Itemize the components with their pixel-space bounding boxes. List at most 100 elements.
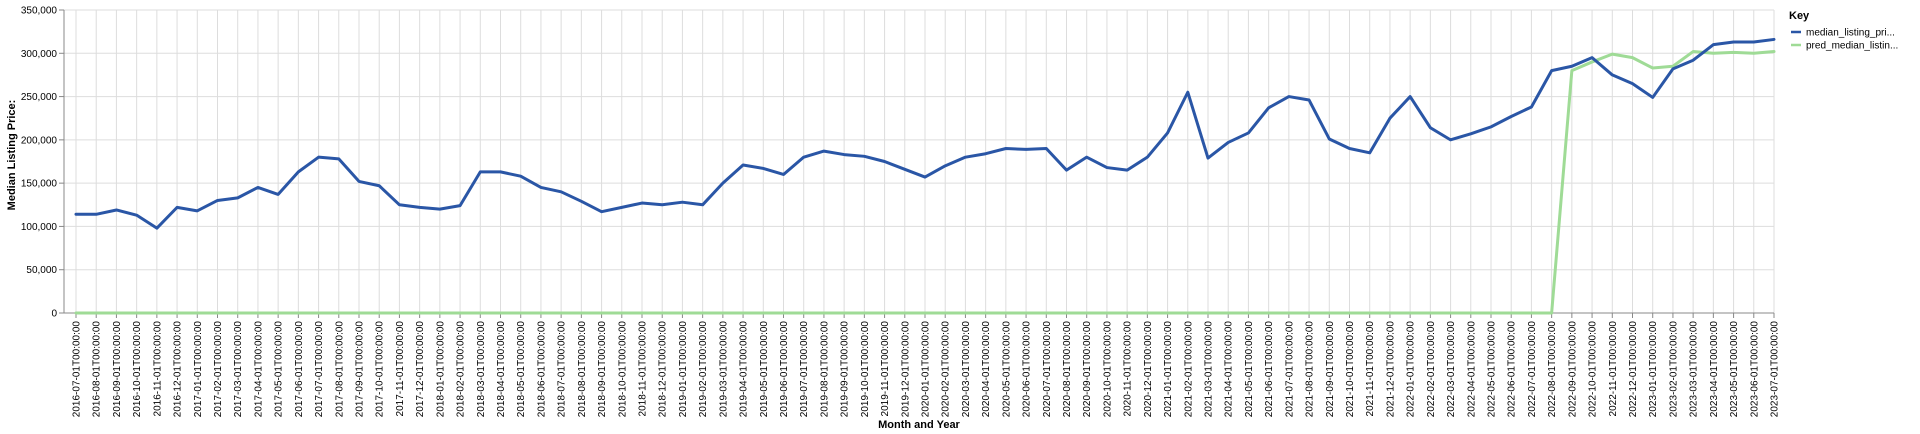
x-tick-label: 2023-01-01T00:00:00 — [1648, 321, 1659, 418]
x-tick-label: 2023-03-01T00:00:00 — [1689, 321, 1700, 418]
axes — [63, 10, 1774, 314]
data-point — [1429, 312, 1432, 314]
data-point — [398, 312, 401, 314]
x-tick-label: 2020-01-01T00:00:00 — [921, 321, 932, 418]
data-point — [1045, 147, 1048, 150]
x-tick-label: 2018-06-01T00:00:00 — [536, 321, 547, 418]
x-tick-label: 2018-03-01T00:00:00 — [476, 321, 487, 418]
x-tick-label: 2022-03-01T00:00:00 — [1446, 321, 1457, 418]
data-point — [459, 204, 461, 207]
data-point — [156, 227, 158, 229]
data-point — [964, 312, 967, 314]
data-point — [1288, 312, 1290, 314]
data-point — [620, 206, 623, 209]
data-point — [1449, 139, 1452, 141]
gridlines — [64, 9, 1775, 314]
x-tick-label: 2021-03-01T00:00:00 — [1204, 321, 1215, 418]
data-point — [1449, 312, 1452, 314]
data-point — [1146, 312, 1149, 314]
x-tick-label: 2019-05-01T00:00:00 — [759, 321, 770, 418]
data-point — [378, 312, 381, 314]
data-point — [358, 180, 360, 183]
x-tick-label: 2020-07-01T00:00:00 — [1042, 321, 1053, 418]
x-tick-label: 2018-04-01T00:00:00 — [496, 321, 507, 418]
data-point — [883, 312, 886, 314]
x-tick-label: 2023-05-01T00:00:00 — [1729, 321, 1740, 418]
data-point — [1550, 69, 1553, 72]
data-point — [378, 184, 381, 187]
data-point — [944, 312, 947, 314]
data-point — [1126, 169, 1128, 171]
data-point — [1186, 312, 1189, 314]
data-point — [418, 312, 421, 314]
data-point — [439, 208, 441, 210]
x-tick-label: 2018-07-01T00:00:00 — [557, 321, 568, 418]
data-point — [1409, 95, 1411, 98]
legend-items: median_listing_pri... pred_median_listin.… — [1791, 28, 1898, 52]
x-tick-label: 2016-09-01T00:00:00 — [112, 321, 123, 418]
data-point — [1692, 59, 1694, 62]
data-point — [1490, 126, 1492, 128]
y-axis-title: Median Listing Price: — [6, 100, 18, 211]
x-tick-label: 2020-02-01T00:00:00 — [941, 321, 952, 418]
data-point — [1631, 56, 1634, 59]
data-point — [1530, 312, 1533, 314]
y-tick-label: 300,000 — [21, 49, 58, 60]
data-point — [216, 199, 219, 202]
data-point — [257, 312, 259, 314]
data-point — [782, 312, 785, 314]
data-point — [1207, 312, 1209, 314]
data-point — [1085, 312, 1088, 314]
data-point — [762, 167, 765, 170]
data-point — [883, 160, 886, 163]
data-point — [1429, 126, 1432, 129]
data-point — [540, 186, 542, 189]
data-point — [1368, 152, 1371, 154]
x-tick-label: 2020-03-01T00:00:00 — [961, 321, 972, 418]
x-tick-label: 2022-01-01T00:00:00 — [1406, 321, 1417, 418]
data-point — [176, 206, 178, 209]
x-tick-label: 2017-06-01T00:00:00 — [294, 321, 305, 418]
x-tick-label: 2018-10-01T00:00:00 — [617, 321, 628, 418]
x-tick-label: 2018-12-01T00:00:00 — [658, 321, 669, 418]
x-tick-label: 2022-02-01T00:00:00 — [1426, 321, 1437, 418]
x-tick-label: 2017-10-01T00:00:00 — [375, 321, 386, 418]
data-point — [924, 176, 926, 178]
data-point — [317, 156, 320, 158]
data-point — [661, 203, 664, 206]
data-point — [600, 210, 603, 213]
legend-label: pred_median_listin... — [1806, 41, 1898, 52]
data-point — [1166, 132, 1169, 134]
data-point — [580, 200, 583, 203]
x-tick-label: 2020-09-01T00:00:00 — [1082, 321, 1093, 418]
x-tick-label: 2019-07-01T00:00:00 — [799, 321, 810, 418]
data-point — [1267, 312, 1270, 314]
data-point — [1005, 147, 1007, 150]
x-tick-label: 2021-08-01T00:00:00 — [1305, 321, 1316, 418]
legend-title: Key — [1789, 10, 1810, 22]
x-tick-label: 2023-07-01T00:00:00 — [1770, 321, 1781, 418]
data-point — [1611, 74, 1614, 76]
legend: Key median_listing_pri... pred_median_lis… — [1789, 10, 1898, 52]
data-point — [1005, 312, 1007, 314]
data-point — [540, 312, 542, 314]
data-point — [1348, 147, 1351, 150]
y-tick-label: 50,000 — [26, 265, 57, 276]
data-point — [1328, 138, 1331, 140]
x-tick-label: 2019-04-01T00:00:00 — [739, 321, 750, 418]
data-point — [1611, 53, 1614, 55]
x-tick-label: 2018-01-01T00:00:00 — [435, 321, 446, 418]
data-point — [358, 312, 360, 314]
data-point — [1752, 52, 1755, 55]
data-point — [1045, 312, 1048, 314]
data-point — [722, 182, 724, 184]
x-tick-label: 2021-07-01T00:00:00 — [1284, 321, 1295, 418]
data-point — [277, 312, 279, 314]
data-point — [964, 156, 967, 158]
data-point — [297, 312, 300, 314]
x-tick-label: 2019-11-01T00:00:00 — [880, 321, 891, 417]
data-point — [1651, 67, 1654, 69]
data-point — [1752, 41, 1755, 43]
data-point — [1106, 166, 1108, 169]
data-point — [701, 312, 704, 314]
